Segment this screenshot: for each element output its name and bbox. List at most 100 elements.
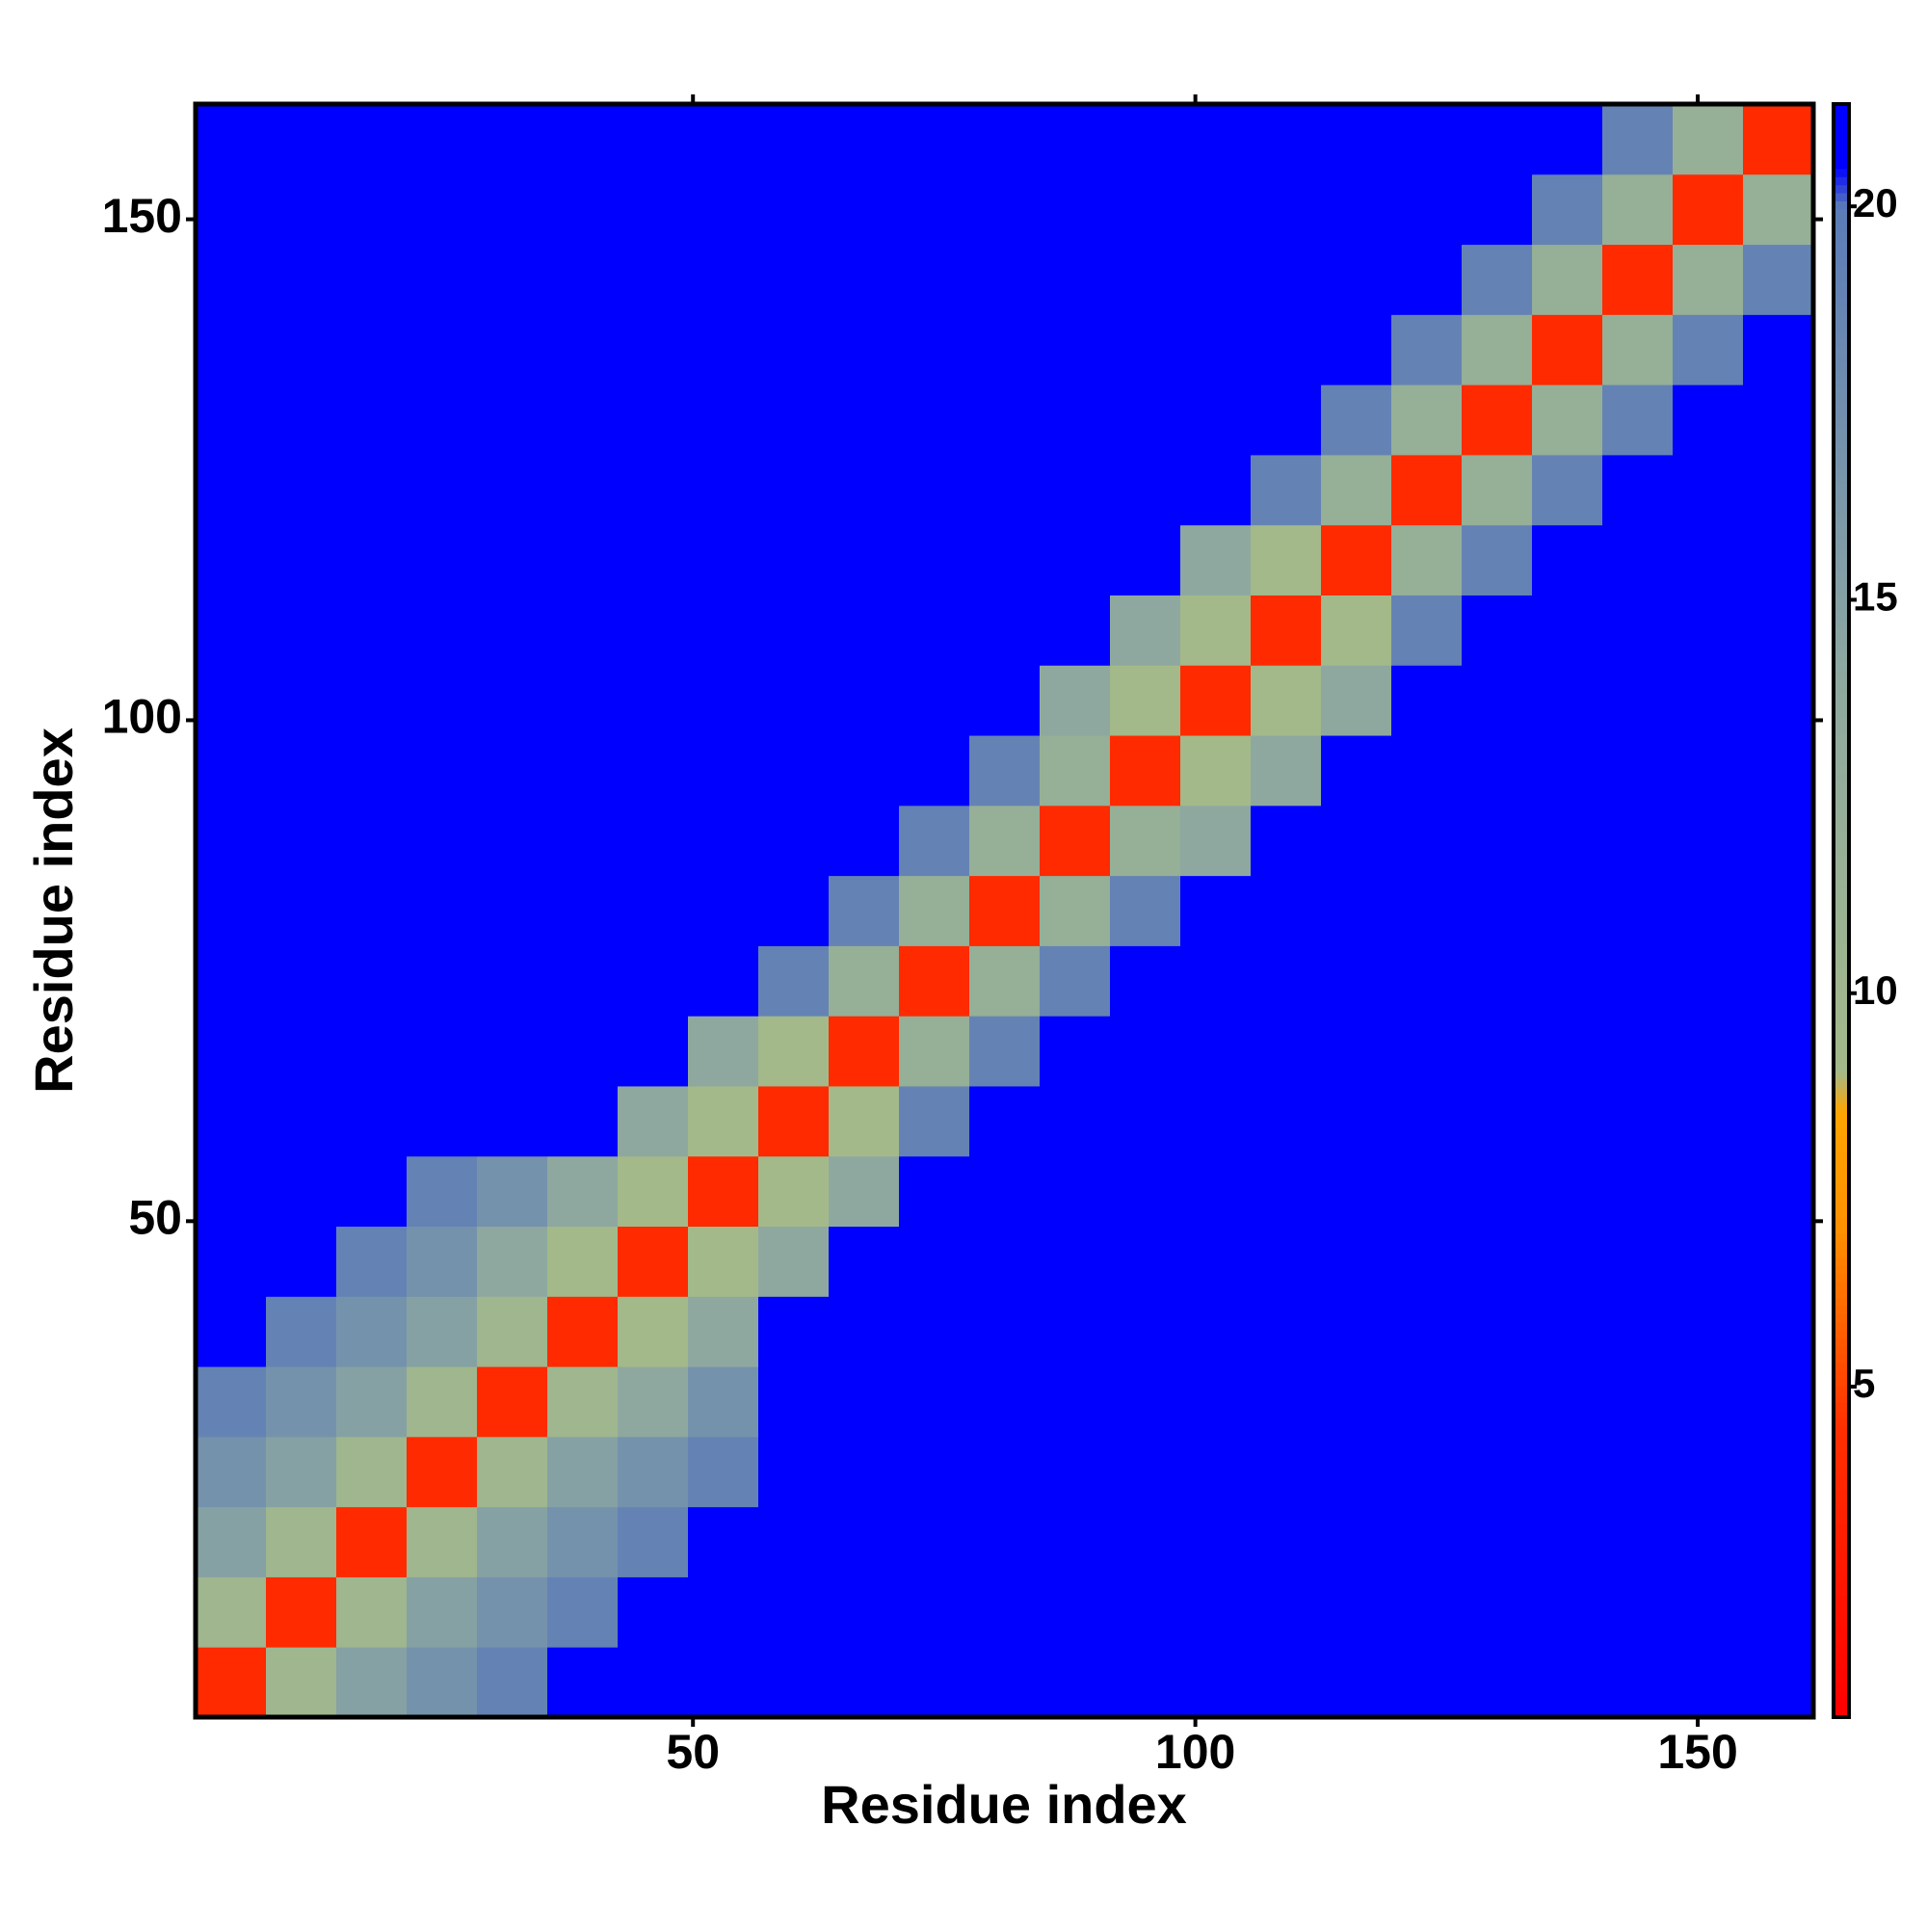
heatmap-cell xyxy=(1040,665,1111,736)
heatmap-cell xyxy=(1391,1436,1463,1508)
colorbar-swatch xyxy=(1834,974,1849,984)
heatmap-cell xyxy=(1743,384,1814,456)
heatmap-cell xyxy=(1110,875,1181,946)
colorbar-swatch xyxy=(1834,701,1849,710)
heatmap-cell xyxy=(1462,524,1533,595)
heatmap-cell xyxy=(1391,524,1463,595)
heatmap-cell xyxy=(1462,735,1533,807)
heatmap-cell xyxy=(1673,1366,1744,1438)
heatmap-cell xyxy=(758,735,830,807)
heatmap-cell xyxy=(1673,1296,1744,1367)
heatmap-cell xyxy=(1602,1506,1674,1577)
colorbar-swatch xyxy=(1834,273,1849,282)
heatmap-cell xyxy=(1180,1155,1252,1228)
heatmap-cell xyxy=(1251,244,1322,315)
heatmap-cell xyxy=(336,1155,408,1228)
colorbar-swatch xyxy=(1834,466,1849,476)
heatmap-cell xyxy=(1321,1296,1392,1367)
heatmap-cell xyxy=(758,314,830,385)
heatmap-cell xyxy=(899,384,970,456)
heatmap-cell xyxy=(1251,595,1322,666)
heatmap-cell xyxy=(1251,1576,1322,1648)
colorbar-swatch xyxy=(1834,1474,1849,1484)
colorbar-swatch xyxy=(1834,894,1849,904)
heatmap-cell xyxy=(1040,1647,1111,1718)
heatmap-cell xyxy=(336,1085,408,1157)
heatmap-cell xyxy=(266,805,337,877)
heatmap-cell xyxy=(688,805,759,877)
heatmap-cell xyxy=(1251,1226,1322,1297)
heatmap-cell xyxy=(1462,314,1533,385)
heatmap-cell xyxy=(1040,735,1111,807)
heatmap-cell xyxy=(1673,945,1744,1017)
colorbar-swatch xyxy=(1834,555,1849,565)
heatmap-cell xyxy=(336,1366,408,1438)
heatmap-cell xyxy=(829,875,900,946)
heatmap-cell xyxy=(758,454,830,526)
heatmap-cell xyxy=(1180,1085,1252,1157)
heatmap-cell xyxy=(1743,454,1814,526)
heatmap-cell xyxy=(1180,595,1252,666)
colorbar-swatch xyxy=(1834,1160,1849,1170)
colorbar-swatch xyxy=(1834,1523,1849,1532)
heatmap-cell xyxy=(477,875,548,946)
heatmap-cell xyxy=(336,805,408,877)
heatmap-cell xyxy=(1040,1436,1111,1508)
colorbar-swatch xyxy=(1834,232,1849,242)
heatmap-cell xyxy=(477,1016,548,1087)
heatmap-cell xyxy=(266,384,337,456)
heatmap-cell xyxy=(1532,1155,1603,1228)
heatmap-cell xyxy=(1110,805,1181,877)
colorbar-swatch xyxy=(1834,1152,1849,1161)
heatmap-cell xyxy=(196,665,267,736)
heatmap-cell xyxy=(547,384,619,456)
heatmap-cell xyxy=(1180,1436,1252,1508)
heatmap-cell xyxy=(1602,595,1674,666)
colorbar-swatch xyxy=(1834,1120,1849,1129)
heatmap-cell xyxy=(1321,384,1392,456)
heatmap-cell xyxy=(1040,805,1111,877)
heatmap-cell xyxy=(1743,735,1814,807)
colorbar-swatch xyxy=(1834,1047,1849,1057)
heatmap-cell xyxy=(336,1647,408,1718)
heatmap-cell xyxy=(1040,314,1111,385)
heatmap-cell xyxy=(969,314,1041,385)
heatmap-cell xyxy=(477,1506,548,1577)
heatmap-cell xyxy=(1673,1647,1744,1718)
colorbar-swatch xyxy=(1834,1079,1849,1089)
heatmap-cell xyxy=(1743,1085,1814,1157)
heatmap-cell xyxy=(196,735,267,807)
heatmap-cell xyxy=(1743,665,1814,736)
heatmap-cell xyxy=(1673,595,1744,666)
heatmap-cell xyxy=(407,1085,478,1157)
colorbar-swatch xyxy=(1834,620,1849,629)
colorbar-swatch xyxy=(1834,1660,1849,1670)
heatmap-cell xyxy=(266,1155,337,1228)
colorbar-swatch xyxy=(1834,200,1849,210)
heatmap-cell xyxy=(1251,875,1322,946)
heatmap-cell xyxy=(547,1085,619,1157)
heatmap-cell xyxy=(688,1576,759,1648)
heatmap-cell xyxy=(1110,665,1181,736)
heatmap-cell xyxy=(758,1436,830,1508)
heatmap-cell xyxy=(1673,1436,1744,1508)
heatmap-cell xyxy=(1462,384,1533,456)
heatmap-cell xyxy=(266,244,337,315)
heatmap-cell xyxy=(1040,1366,1111,1438)
colorbar-swatch xyxy=(1834,652,1849,662)
colorbar-swatch xyxy=(1834,321,1849,331)
heatmap-cell xyxy=(1602,1085,1674,1157)
colorbar-swatch xyxy=(1834,305,1849,315)
heatmap-cell xyxy=(1391,454,1463,526)
heatmap-cell xyxy=(758,1506,830,1577)
colorbar-swatch xyxy=(1834,1483,1849,1493)
heatmap-cell xyxy=(1532,1366,1603,1438)
colorbar-swatch xyxy=(1834,1636,1849,1646)
heatmap-cell xyxy=(196,1647,267,1718)
heatmap-cell xyxy=(618,735,689,807)
heatmap-cell xyxy=(1321,1016,1392,1087)
heatmap-cell xyxy=(899,595,970,666)
colorbar-swatch xyxy=(1834,1410,1849,1419)
heatmap-cell xyxy=(547,1506,619,1577)
heatmap-cell xyxy=(618,1366,689,1438)
